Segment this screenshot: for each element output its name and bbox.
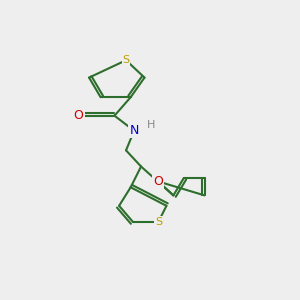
Text: S: S xyxy=(155,217,162,227)
Text: S: S xyxy=(122,55,130,65)
Text: H: H xyxy=(147,120,156,130)
Text: O: O xyxy=(153,175,163,188)
Text: N: N xyxy=(129,124,139,137)
Text: O: O xyxy=(74,109,84,122)
